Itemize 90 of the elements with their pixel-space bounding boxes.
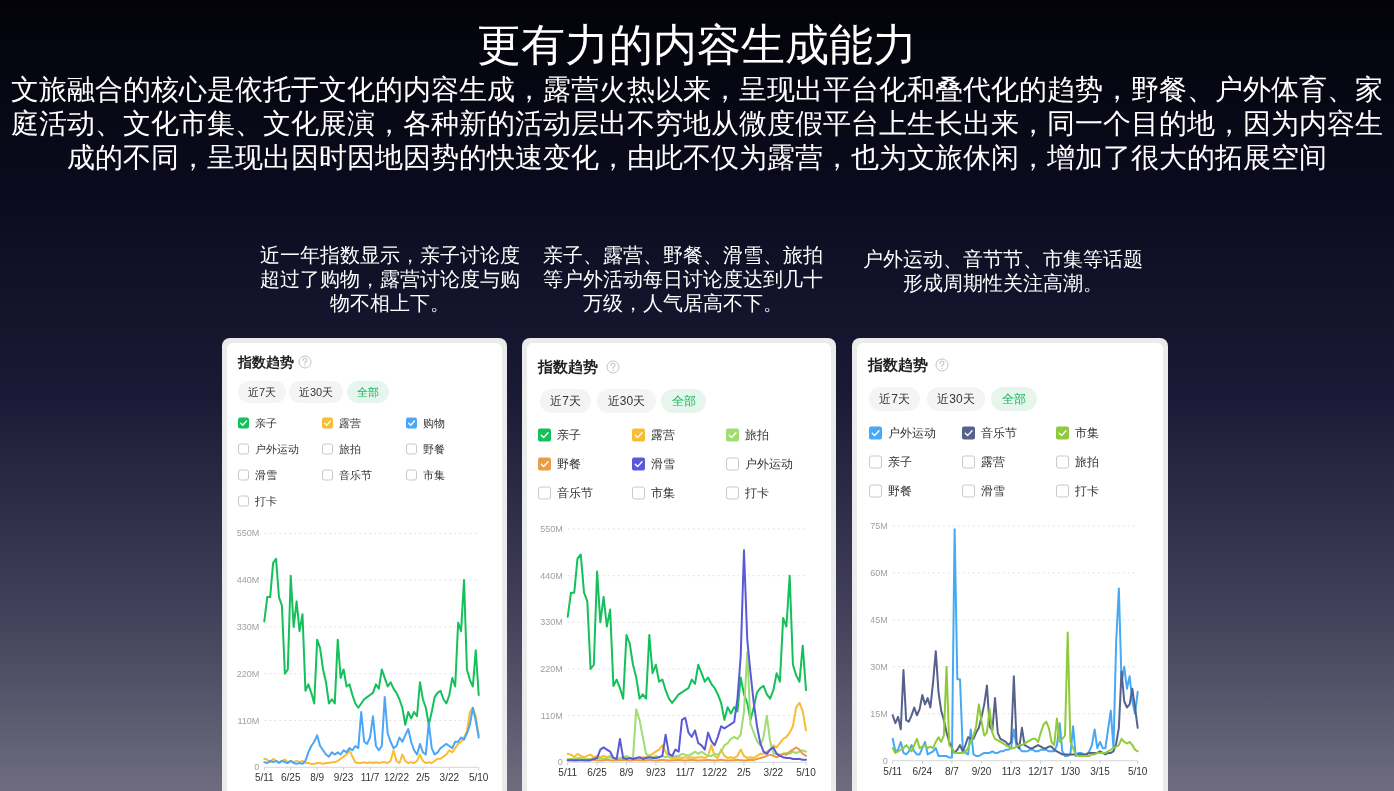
text: 近7天 — [879, 392, 910, 407]
legend-label: 市集 — [1075, 426, 1099, 441]
x-tick-label: 5/11 — [883, 765, 903, 777]
y-tick-label: 330M — [236, 621, 260, 632]
x-tick-label: 11/7 — [360, 772, 380, 784]
y-tick-label: 15M — [870, 708, 888, 719]
x-tick-label: 5/11 — [254, 772, 275, 784]
y-tick-label: 30M — [870, 661, 888, 672]
y-tick-label: 0 — [882, 755, 888, 766]
legend-label: 亲子 — [557, 428, 581, 443]
y-tick-label: 550M — [540, 524, 563, 534]
text: 文旅融合的核心是依托于文化的内容生成，露营火热以来，呈现出平台化和叠代化的趋势，野餐、户外体育、家庭活动、文化市集、文化展演，各种新的活动层出不穷地从微度假平台上生长出来，同一个目的地，因为内容生成的不同，呈现出因时因地因势的快速变化，由此不仅为露营，也为文旅休闲，增加了很大的拓展空间 — [10, 73, 1384, 175]
legend-label: 野餐 — [557, 457, 581, 472]
legend-label: 购物 — [423, 416, 445, 429]
chart-subtitle: 亲子、露营、野餐、滑雪、旅拍等户外活动每日讨论度达到几十万级，人气居高不下。 — [542, 243, 824, 315]
text: 更有力的内容生成能力 — [476, 19, 918, 71]
text: 近30天 — [937, 392, 975, 407]
text: 户外运动 — [255, 442, 299, 455]
text: 野餐 — [888, 484, 912, 499]
x-tick-label: 1/30 — [1060, 765, 1081, 777]
chart-title: 指数趋势 — [237, 354, 294, 370]
x-tick-label: 6/25 — [587, 767, 608, 779]
x-tick-label: 6/24 — [912, 765, 933, 777]
x-tick-label: 2/5 — [415, 772, 431, 784]
x-tick-label: 3/22 — [763, 767, 784, 779]
y-tick-label: 45M — [870, 614, 888, 625]
legend-label: 亲子 — [255, 416, 277, 429]
y-tick-label: 110M — [540, 710, 563, 721]
text: 市集 — [423, 468, 445, 481]
x-tick-label: 9/20 — [971, 765, 992, 777]
chart-title: 指数趋势 — [537, 358, 598, 375]
x-tick-label: 11/7 — [675, 767, 696, 779]
x-tick-label: 2/5 — [737, 767, 752, 779]
text: 打卡 — [254, 494, 277, 507]
x-tick-label: 8/9 — [310, 772, 325, 784]
x-tick-label: 12/22 — [383, 772, 410, 784]
x-tick-label: 8/7 — [944, 765, 960, 777]
x-tick-label: 11/3 — [1001, 765, 1021, 777]
text: 滑雪 — [981, 484, 1005, 499]
y-tick-label: 220M — [236, 668, 260, 679]
text: 打卡 — [744, 486, 769, 501]
text: 户外运动 — [745, 457, 793, 472]
y-tick-label: 110M — [237, 715, 260, 726]
x-tick-label: 8/9 — [619, 767, 634, 779]
text: 野餐 — [423, 442, 445, 455]
text: 全部 — [1002, 392, 1026, 407]
text: 全部 — [357, 385, 379, 398]
legend-label: 户外运动 — [888, 426, 936, 441]
text: 亲子 — [888, 455, 912, 470]
text: 音乐节 — [339, 468, 372, 481]
text: 露营 — [981, 455, 1005, 470]
legend-label: 露营 — [339, 416, 361, 429]
y-tick-label: 440M — [540, 570, 563, 581]
x-tick-label: 5/11 — [558, 767, 578, 779]
text: 近7天 — [247, 385, 277, 398]
x-tick-label: 9/23 — [333, 772, 354, 784]
x-tick-label: 3/22 — [439, 772, 460, 784]
text: 近30天 — [298, 385, 334, 398]
chart-subtitle: 近一年指数显示，亲子讨论度超过了购物，露营讨论度与购物不相上下。 — [260, 243, 520, 315]
x-tick-label: 9/23 — [646, 767, 667, 779]
text: 滑雪 — [255, 468, 277, 481]
chart-subtitle: 户外运动、音节节、市集等话题形成周期性关注高潮。 — [862, 247, 1144, 295]
y-tick-label: 220M — [540, 663, 563, 674]
y-tick-label: 75M — [870, 521, 888, 531]
text: 市集 — [651, 486, 675, 501]
text: 近7天 — [550, 394, 581, 409]
x-tick-label: 12/22 — [702, 767, 728, 779]
x-tick-label: 12/17 — [1028, 765, 1054, 777]
text: 旅拍 — [1075, 455, 1099, 470]
y-tick-label: 0 — [557, 757, 563, 768]
x-tick-label: 5/10 — [468, 772, 489, 784]
x-tick-label: 5/10 — [796, 767, 817, 779]
legend-label: 旅拍 — [745, 428, 769, 443]
y-tick-label: 440M — [236, 575, 260, 586]
text: 近30天 — [607, 394, 646, 409]
y-tick-label: 330M — [540, 617, 563, 628]
text: 旅拍 — [339, 442, 361, 455]
legend-label: 露营 — [651, 428, 675, 443]
legend-label: 滑雪 — [651, 457, 675, 472]
x-tick-label: 6/25 — [281, 772, 301, 784]
y-tick-label: 60M — [870, 567, 888, 578]
y-tick-label: 0 — [254, 762, 260, 773]
x-tick-label: 3/15 — [1090, 765, 1111, 777]
text: 音乐节 — [557, 486, 593, 501]
chart-title: 指数趋势 — [867, 356, 928, 373]
x-tick-label: 5/10 — [1127, 765, 1148, 777]
y-tick-label: 550M — [236, 528, 260, 539]
text: 全部 — [671, 394, 696, 409]
legend-label: 音乐节 — [981, 426, 1017, 441]
text: 打卡 — [1074, 484, 1099, 499]
